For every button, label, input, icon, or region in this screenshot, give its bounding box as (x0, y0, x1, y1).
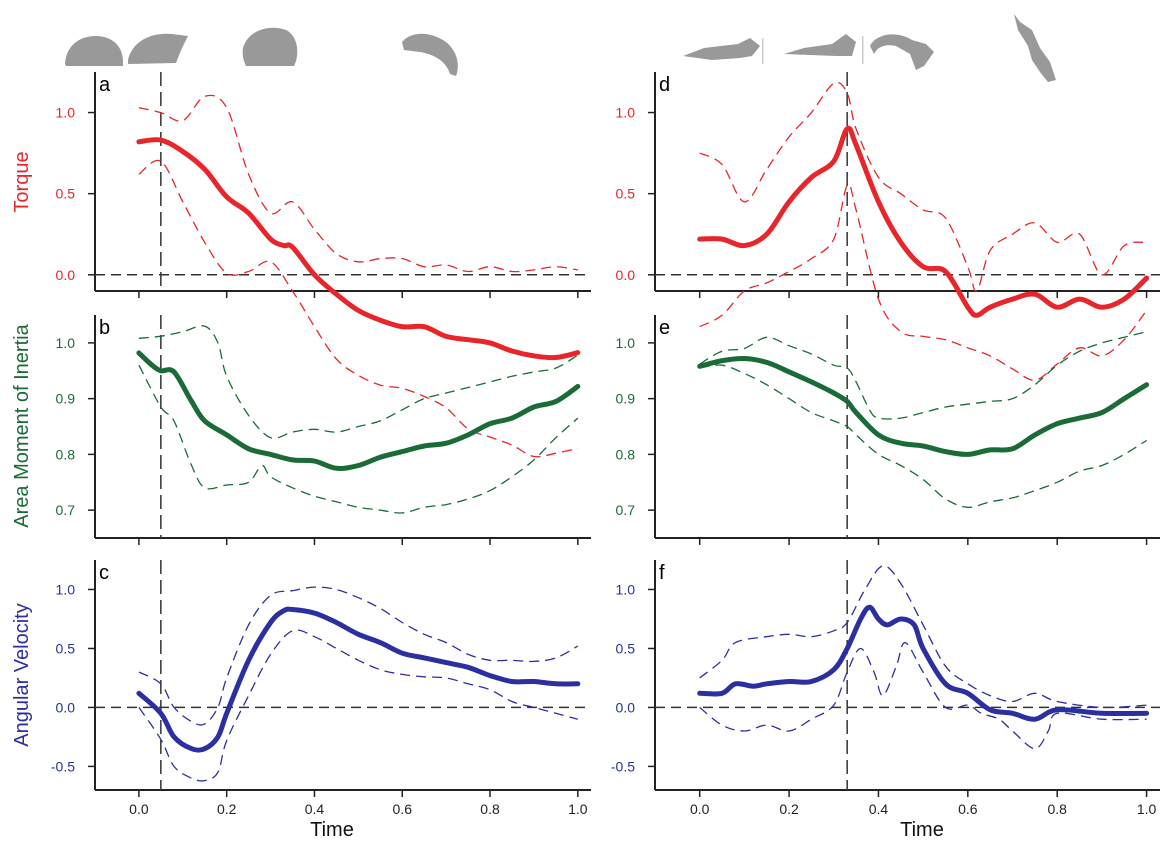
y-tick-label-c: 1.0 (56, 581, 76, 597)
y-tick-label-b: 0.9 (56, 391, 76, 407)
y-tick-label-a: 0.0 (56, 267, 76, 283)
lower-bound-line-f (699, 641, 1147, 750)
y-tick-label-f: 0.5 (616, 640, 636, 656)
upper-bound-line-f (699, 565, 1147, 709)
y-tick-label-e: 1.0 (616, 335, 636, 351)
panel-a: a 1.0 0.5 0.0 (56, 72, 591, 458)
x-tick-label-f: 0.4 (869, 801, 889, 817)
lower-bound-line-a (138, 159, 578, 458)
silhouette-right-1-tick (762, 38, 764, 64)
panel-c: c 1.0 0.5 0.0 -0.5 0.0 0.2 0.4 0.6 0.8 1.0 (51, 560, 591, 817)
y-tick-label-c: -0.5 (51, 758, 75, 774)
x-tick-label-f: 0.6 (958, 801, 978, 817)
silhouette-right-2 (784, 34, 856, 56)
lower-bound-line-e (699, 364, 1147, 508)
upper-bound-line-c (138, 586, 579, 726)
y-tick-label-c: 0.0 (56, 699, 76, 715)
y-axis-title-area-moment: Area Moment of Inertia (11, 323, 33, 527)
upper-bound-line-a (138, 94, 578, 273)
y-tick-label-f: 1.0 (616, 581, 636, 597)
y-axis-title-angular-velocity: Angular Velocity (11, 603, 33, 746)
y-tick-label-d: 0.5 (616, 186, 636, 202)
panel-label-b: b (99, 317, 110, 339)
panel-label-e: e (659, 317, 670, 339)
mean-line-d (697, 125, 1150, 318)
panel-label-d: d (659, 74, 670, 96)
y-tick-label-d: 0.0 (616, 267, 636, 283)
y-tick-label-c: 0.5 (56, 640, 76, 656)
mean-line-e (697, 355, 1150, 457)
x-tick-label-c: 0.8 (480, 801, 500, 817)
x-tick-label-c: 0.6 (393, 801, 413, 817)
fish-silhouettes-right (683, 14, 1056, 82)
silhouette-left-2 (128, 33, 188, 64)
upper-bound-line-b (138, 325, 579, 439)
panel-b: b 1.0 0.9 0.8 0.7 (56, 315, 591, 545)
lower-bound-line-b (138, 364, 579, 514)
panel-e: e 1.0 0.9 0.8 0.7 (616, 315, 1160, 545)
silhouette-left-1 (65, 36, 123, 66)
x-tick-label-f: 0.8 (1047, 801, 1067, 817)
y-tick-label-f: 0.0 (616, 699, 636, 715)
mean-line-f (697, 604, 1150, 722)
upper-bound-line-d (699, 81, 1147, 292)
x-tick-label-f: 1.0 (1137, 801, 1157, 817)
y-tick-label-a: 0.5 (56, 186, 76, 202)
mean-line-c (136, 606, 581, 753)
y-axis-title-torque: Torque (11, 151, 33, 212)
upper-bound-line-e (699, 331, 1147, 420)
silhouette-right-4 (1014, 14, 1056, 82)
panel-label-c: c (99, 562, 109, 584)
y-tick-label-a: 1.0 (56, 105, 76, 121)
silhouette-right-2-tick (862, 36, 864, 64)
x-tick-label-c: 0.4 (305, 801, 325, 817)
y-tick-label-b: 0.7 (56, 502, 76, 518)
silhouette-right-3 (870, 34, 934, 70)
fish-silhouettes-left (65, 27, 458, 76)
x-tick-label-f: 0.0 (690, 801, 710, 817)
x-tick-label-c: 0.0 (129, 801, 149, 817)
y-tick-label-b: 1.0 (56, 335, 76, 351)
y-tick-label-e: 0.9 (616, 391, 636, 407)
x-tick-label-f: 0.2 (779, 801, 799, 817)
x-axis-title-left: Time (310, 819, 354, 841)
x-axis-title-right: Time (900, 819, 944, 841)
x-tick-label-c: 1.0 (568, 801, 588, 817)
mean-line-a (136, 137, 581, 361)
y-tick-label-b: 0.8 (56, 446, 76, 462)
silhouette-left-3 (242, 27, 298, 66)
y-tick-label-e: 0.7 (616, 502, 636, 518)
y-tick-label-d: 1.0 (616, 105, 636, 121)
panel-f: f 1.0 0.5 0.0 -0.5 0.0 0.2 0.4 0.6 0.8 1.0 (611, 560, 1160, 817)
lower-bound-line-d (699, 183, 1148, 381)
lower-bound-line-c (138, 629, 578, 782)
mean-line-b (136, 350, 581, 471)
y-tick-label-f: -0.5 (611, 758, 635, 774)
panel-label-f: f (659, 562, 665, 584)
silhouette-right-1 (683, 38, 760, 60)
panel-label-a: a (99, 74, 111, 96)
x-tick-label-c: 0.2 (217, 801, 237, 817)
y-tick-label-e: 0.8 (616, 446, 636, 462)
panel-d: d 1.0 0.5 0.0 (616, 72, 1160, 381)
silhouette-left-4 (402, 33, 458, 76)
